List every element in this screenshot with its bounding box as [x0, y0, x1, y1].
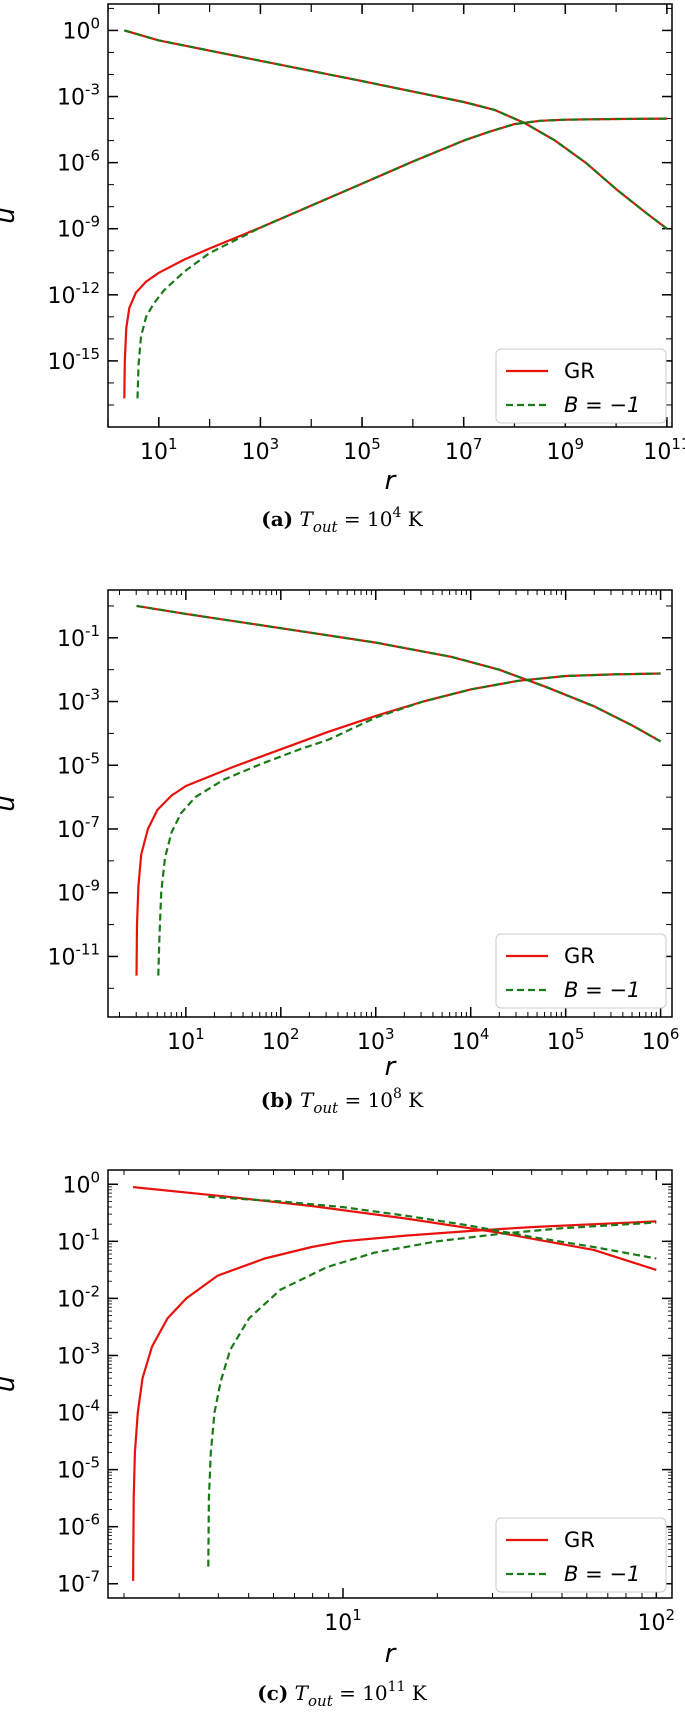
- y-tick-label: 10-7: [57, 1568, 100, 1598]
- legend-box: [495, 348, 667, 424]
- x-tick-label: 105: [343, 435, 381, 465]
- legend: GR B = −1: [495, 933, 667, 1009]
- x-tick-label: 102: [638, 1606, 676, 1636]
- y-axis-label: u: [0, 1376, 21, 1392]
- series-group: [123, 29, 668, 399]
- y-tick-label: 10-4: [57, 1397, 100, 1427]
- x-tick-label: 1011: [643, 435, 685, 465]
- chart-panel-0: 101 103 105 107 109 1011 100 10-3 10-6 10-9 10-12 1…: [0, 3, 685, 536]
- series-line-b-minus-1: [136, 604, 662, 743]
- legend-label-b-minus-1: B = −1: [564, 1562, 640, 1586]
- legend-label-b-minus-1: B = −1: [564, 978, 640, 1002]
- y-tick-label: 10-3: [57, 686, 100, 716]
- y-tick-label: 100: [62, 1168, 100, 1198]
- figure-caption: (b) Tout = 108 K: [261, 1086, 425, 1117]
- y-tick-label: 10-7: [57, 813, 100, 843]
- legend-label-gr: GR: [564, 944, 595, 968]
- series-group: [132, 1186, 657, 1581]
- x-tick-label: 103: [242, 435, 280, 465]
- minor-ticks: [108, 590, 672, 1017]
- y-tick-label: 10-9: [57, 213, 100, 243]
- y-tick-label: 10-3: [57, 1339, 100, 1369]
- y-tick-label: 10-11: [48, 940, 101, 970]
- figure-caption: (a) Tout = 104 K: [261, 505, 424, 536]
- x-tick-label: 101: [167, 1025, 205, 1055]
- x-axis-label: r: [385, 1639, 398, 1669]
- y-tick-label: 10-1: [57, 622, 100, 652]
- series-line-gr: [132, 1220, 657, 1581]
- series-line-gr: [132, 1186, 657, 1271]
- y-tick-label: 100: [62, 14, 100, 44]
- chart-panel-2: 101 102 100 10-1 10-2 10-3 10-4 10-5 10-6 10-7 r u G…: [0, 1168, 675, 1710]
- y-axis-label: u: [0, 207, 21, 223]
- series-line-gr: [135, 672, 661, 976]
- series-line-gr: [136, 604, 662, 743]
- series-line-b-minus-1: [208, 1195, 657, 1260]
- legend: GR B = −1: [495, 1517, 667, 1593]
- y-tick-label: 10-3: [57, 81, 100, 111]
- y-tick-label: 10-1: [57, 1225, 100, 1255]
- y-tick-label: 10-5: [57, 1454, 100, 1484]
- x-tick-label: 101: [324, 1606, 362, 1636]
- series-group: [135, 604, 662, 976]
- x-tick-label: 105: [547, 1025, 585, 1055]
- y-tick-label: 10-2: [57, 1282, 100, 1312]
- legend: GR B = −1: [495, 348, 667, 424]
- y-tick-label: 10-12: [48, 279, 101, 309]
- x-axis-label: r: [385, 1052, 398, 1082]
- y-tick-label: 10-6: [57, 1511, 100, 1541]
- plot-frame: [107, 589, 673, 1018]
- y-tick-label: 10-15: [48, 345, 101, 375]
- series-line-b-minus-1: [136, 117, 667, 399]
- series-line-b-minus-1: [157, 672, 661, 976]
- plot-frame: [107, 3, 673, 428]
- series-line-b-minus-1: [123, 29, 668, 230]
- legend-label-b-minus-1: B = −1: [564, 393, 640, 417]
- plot-frame: [107, 1169, 673, 1599]
- x-tick-label: 104: [452, 1025, 490, 1055]
- x-axis-label: r: [385, 466, 398, 496]
- chart-panel-1: 101 102 103 104 105 106 10-1 10-3 10-5 10-7 10-9 10…: [0, 589, 680, 1117]
- legend-label-gr: GR: [564, 1528, 595, 1552]
- x-tick-label: 101: [140, 435, 178, 465]
- y-tick-label: 10-9: [57, 877, 100, 907]
- y-tick-label: 10-6: [57, 147, 100, 177]
- x-tick-label: 107: [445, 435, 483, 465]
- x-tick-label: 103: [357, 1025, 395, 1055]
- x-tick-label: 102: [262, 1025, 300, 1055]
- x-tick-label: 106: [642, 1025, 680, 1055]
- figure-caption: (c) Tout = 1011 K: [257, 1679, 428, 1710]
- legend-label-gr: GR: [564, 359, 595, 383]
- series-line-gr: [123, 29, 668, 230]
- legend-box: [495, 1517, 667, 1593]
- y-tick-label: 10-5: [57, 749, 100, 779]
- x-tick-label: 109: [547, 435, 585, 465]
- legend-box: [495, 933, 667, 1009]
- series-line-b-minus-1: [207, 1221, 657, 1567]
- y-axis-label: u: [0, 795, 21, 811]
